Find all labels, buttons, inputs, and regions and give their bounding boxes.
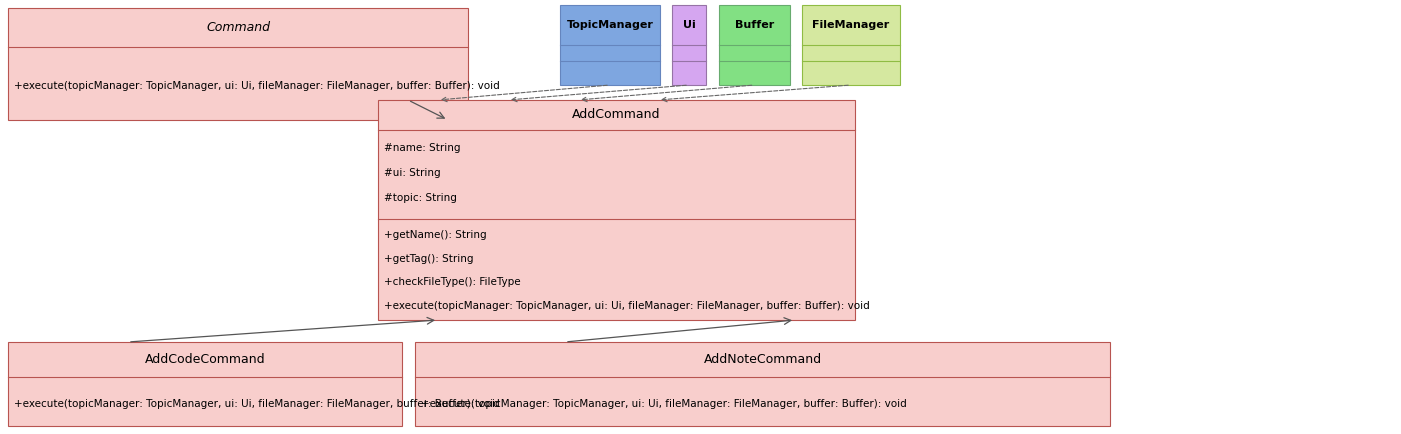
Text: Ui: Ui — [682, 20, 695, 30]
Bar — [415, 342, 1110, 426]
Bar — [378, 100, 855, 320]
Text: +execute(topicManager: TopicManager, ui: Ui, fileManager: FileManager, buffer: B: +execute(topicManager: TopicManager, ui:… — [384, 301, 870, 311]
Text: Command: Command — [206, 21, 270, 34]
Text: TopicManager: TopicManager — [566, 20, 653, 30]
Text: +execute(topicManager: TopicManager, ui: Ui, fileManager: FileManager, buffer: B: +execute(topicManager: TopicManager, ui:… — [14, 82, 500, 92]
Text: AddCommand: AddCommand — [572, 108, 661, 122]
Bar — [672, 5, 706, 85]
Text: +execute(topicManager: TopicManager, ui: Ui, fileManager: FileManager, buffer: B: +execute(topicManager: TopicManager, ui:… — [420, 398, 906, 408]
Bar — [8, 8, 468, 120]
Text: #topic: String: #topic: String — [384, 194, 457, 204]
Text: AddCodeCommand: AddCodeCommand — [144, 353, 265, 366]
Bar — [801, 5, 899, 85]
Text: FileManager: FileManager — [813, 20, 890, 30]
Text: #ui: String: #ui: String — [384, 168, 441, 178]
Text: +checkFileType(): FileType: +checkFileType(): FileType — [384, 277, 521, 287]
Text: AddNoteCommand: AddNoteCommand — [703, 353, 821, 366]
Text: +execute(topicManager: TopicManager, ui: Ui, fileManager: FileManager, buffer: B: +execute(topicManager: TopicManager, ui:… — [14, 398, 500, 408]
Text: Buffer: Buffer — [736, 20, 775, 30]
Text: #name: String: #name: String — [384, 142, 461, 152]
Text: +getName(): String: +getName(): String — [384, 230, 486, 240]
Bar — [719, 5, 790, 85]
Text: +getTag(): String: +getTag(): String — [384, 254, 474, 264]
Bar — [560, 5, 660, 85]
Bar — [8, 342, 402, 426]
